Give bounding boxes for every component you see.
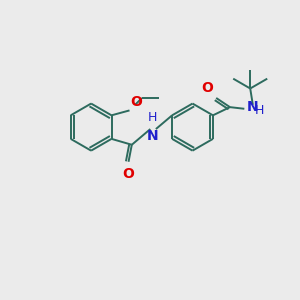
Text: O: O [130, 95, 142, 110]
Text: N: N [147, 129, 158, 143]
Text: O: O [202, 81, 214, 95]
Text: H: H [255, 104, 265, 117]
Text: O: O [123, 167, 134, 181]
Text: N: N [247, 100, 259, 115]
Text: H: H [148, 111, 157, 124]
